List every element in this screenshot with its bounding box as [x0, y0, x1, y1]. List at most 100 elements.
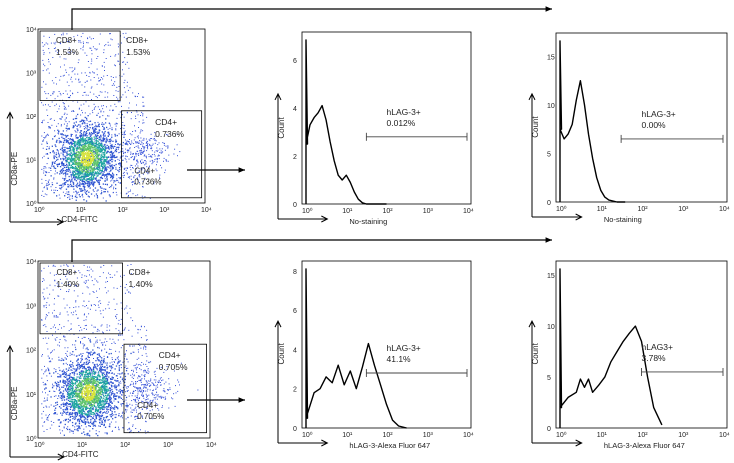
- event-dot: [57, 150, 59, 152]
- event-dot: [87, 156, 90, 158]
- event-dot: [87, 400, 89, 402]
- y-axis-arrow-icon: [274, 92, 282, 101]
- event-dot: [91, 171, 93, 174]
- event-dot: [74, 158, 76, 160]
- event-dot: [138, 170, 140, 172]
- event-dot: [91, 149, 94, 151]
- event-dot: [139, 182, 140, 184]
- event-dot: [68, 186, 70, 188]
- event-dot: [114, 379, 116, 381]
- event-dot: [102, 132, 104, 134]
- event-dot: [94, 134, 97, 136]
- event-dot: [88, 181, 90, 183]
- event-dot: [67, 134, 69, 137]
- event-dot: [103, 127, 105, 129]
- event-dot: [98, 142, 100, 144]
- event-dot: [137, 332, 139, 334]
- event-dot: [89, 435, 91, 437]
- event-dot: [77, 410, 79, 412]
- event-dot: [116, 146, 118, 149]
- event-dot: [69, 167, 72, 169]
- event-dot: [127, 361, 129, 363]
- event-dot: [95, 367, 97, 369]
- event-dot: [149, 145, 151, 146]
- event-dot: [100, 187, 102, 189]
- event-dot: [98, 142, 101, 144]
- event-dot: [125, 142, 127, 144]
- event-dot: [98, 387, 100, 389]
- event-dot: [83, 415, 85, 418]
- event-dot: [94, 380, 96, 382]
- event-dot: [96, 392, 98, 394]
- event-dot: [98, 163, 100, 165]
- event-dot: [86, 376, 88, 378]
- event-dot: [84, 81, 86, 83]
- event-dot: [82, 181, 84, 183]
- event-dot: [60, 188, 62, 190]
- event-dot: [77, 367, 79, 369]
- event-dot: [82, 402, 84, 404]
- event-dot: [44, 193, 46, 195]
- event-dot: [77, 403, 79, 405]
- event-dot: [64, 112, 66, 114]
- event-dot: [89, 138, 91, 141]
- event-dot: [89, 380, 91, 382]
- event-dot: [89, 133, 91, 135]
- event-dot: [45, 167, 47, 169]
- event-dot: [145, 138, 147, 140]
- event-dot: [147, 143, 149, 145]
- event-dot: [85, 190, 88, 193]
- event-dot: [98, 43, 100, 45]
- event-dot: [145, 142, 147, 144]
- event-dot: [106, 160, 108, 162]
- event-dot: [116, 363, 118, 365]
- event-dot: [104, 383, 107, 386]
- event-dot: [46, 69, 48, 71]
- event-dot: [71, 67, 73, 69]
- event-dot: [114, 416, 116, 419]
- event-dot: [91, 397, 93, 399]
- event-dot: [132, 153, 134, 155]
- event-dot: [82, 153, 84, 155]
- event-dot: [85, 413, 87, 416]
- event-dot: [66, 140, 68, 142]
- event-dot: [130, 178, 132, 180]
- event-dot: [100, 161, 102, 163]
- event-dot: [99, 116, 101, 118]
- event-dot: [86, 128, 88, 130]
- cd8-overlay-value: 1.53%: [56, 48, 79, 57]
- event-dot: [87, 411, 89, 413]
- event-dot: [91, 124, 93, 126]
- event-dot: [52, 350, 53, 352]
- event-dot: [95, 159, 97, 162]
- event-dot: [110, 378, 112, 381]
- event-dot: [80, 161, 82, 164]
- event-dot: [137, 179, 139, 181]
- event-dot: [143, 139, 145, 141]
- event-dot: [88, 422, 90, 424]
- event-dot: [68, 374, 70, 376]
- event-dot: [76, 386, 79, 388]
- event-dot: [146, 116, 148, 118]
- event-dot: [121, 96, 123, 98]
- event-dot: [121, 403, 123, 404]
- event-dot: [75, 180, 78, 182]
- event-dot: [88, 391, 91, 393]
- event-dot: [87, 389, 89, 391]
- event-dot: [88, 149, 91, 151]
- event-dot: [82, 139, 84, 141]
- event-dot: [115, 106, 117, 108]
- event-dot: [92, 400, 94, 402]
- event-dot: [103, 166, 106, 168]
- event-dot: [91, 164, 94, 167]
- event-dot: [84, 407, 87, 409]
- event-dot: [125, 370, 128, 372]
- event-dot: [88, 383, 90, 386]
- event-dot: [83, 199, 85, 201]
- event-dot: [81, 144, 83, 146]
- event-dot: [101, 381, 103, 384]
- event-dot: [109, 44, 111, 46]
- event-dot: [101, 372, 103, 374]
- event-dot: [66, 125, 68, 127]
- event-dot: [87, 381, 90, 384]
